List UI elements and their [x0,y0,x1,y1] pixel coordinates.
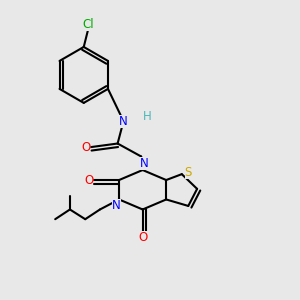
Text: Cl: Cl [82,18,94,32]
Text: S: S [184,166,192,179]
Text: N: N [112,200,121,212]
Text: N: N [140,157,148,170]
Text: O: O [81,141,90,154]
Text: O: O [84,173,93,187]
Text: O: O [138,231,147,244]
Text: H: H [143,110,152,123]
Text: N: N [119,115,128,128]
